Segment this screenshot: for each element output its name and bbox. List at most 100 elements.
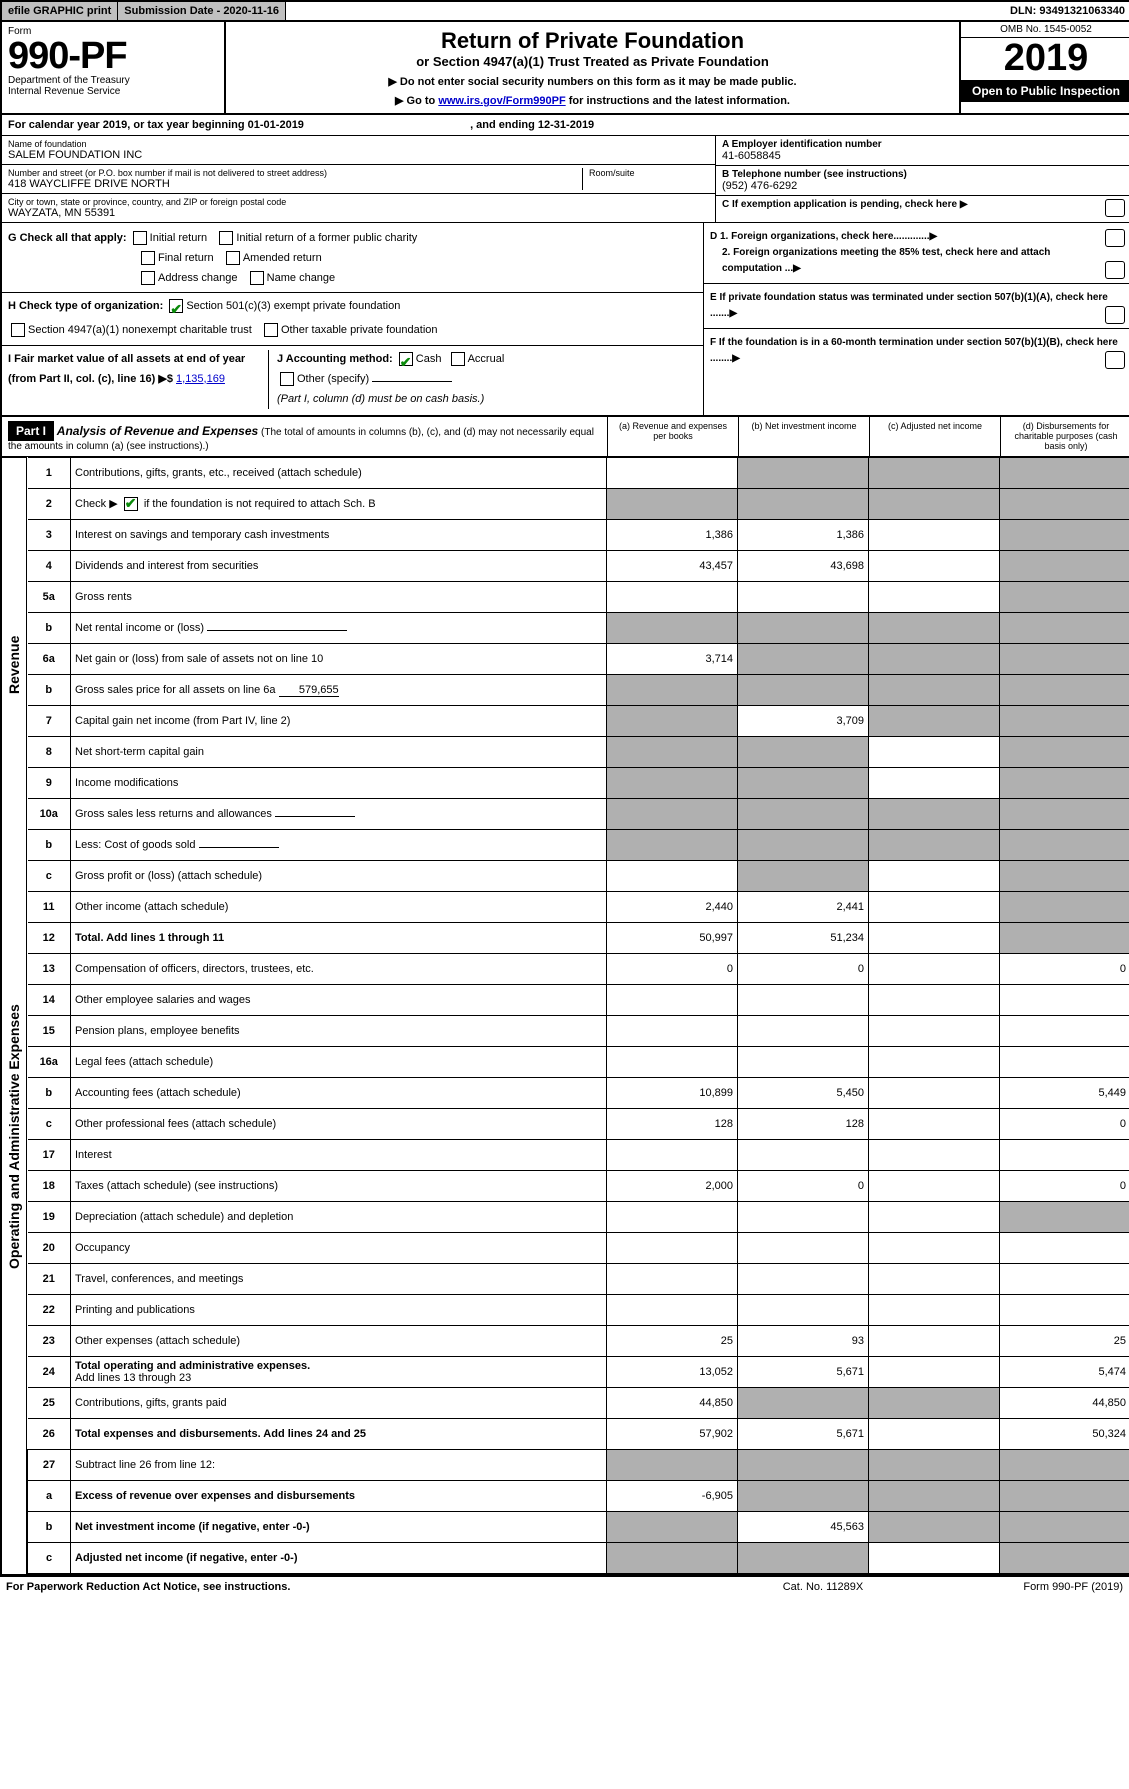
v24d: 5,474: [1000, 1357, 1129, 1388]
v18a: 2,000: [607, 1171, 738, 1202]
name-label: Name of foundation: [8, 139, 709, 149]
foundation-name: SALEM FOUNDATION INC: [8, 149, 709, 161]
v24a: 13,052: [607, 1357, 738, 1388]
initial-return-checkbox[interactable]: [133, 231, 147, 245]
col-a-head: (a) Revenue and expenses per books: [607, 417, 738, 456]
amended-checkbox[interactable]: [226, 251, 240, 265]
part1-title: Analysis of Revenue and Expenses: [57, 424, 258, 438]
line-16a: Legal fees (attach schedule): [71, 1047, 607, 1078]
address-change-checkbox[interactable]: [141, 271, 155, 285]
line-5b: Net rental income or (loss): [71, 613, 607, 644]
pending-label: C If exemption application is pending, c…: [722, 199, 957, 210]
g3-label: Final return: [158, 252, 214, 264]
schb-checkbox[interactable]: [124, 497, 138, 511]
phone-value: (952) 476-6292: [722, 180, 1125, 192]
cal-mid: , and ending: [470, 119, 538, 131]
d2-checkbox[interactable]: [1105, 261, 1125, 279]
4947-checkbox[interactable]: [11, 323, 25, 337]
year-box: OMB No. 1545-0052 2019 Open to Public In…: [959, 22, 1129, 113]
city-label: City or town, state or province, country…: [8, 197, 709, 207]
v13a: 0: [607, 954, 738, 985]
footer: For Paperwork Reduction Act Notice, see …: [0, 1576, 1129, 1597]
v12b: 51,234: [738, 923, 869, 954]
line-27: Subtract line 26 from line 12:: [71, 1450, 607, 1481]
j2-label: Accrual: [468, 353, 505, 365]
line-6a: Net gain or (loss) from sale of assets n…: [71, 644, 607, 675]
line-2: Check ▶ if the foundation is not require…: [71, 489, 607, 520]
line-18: Taxes (attach schedule) (see instruction…: [71, 1171, 607, 1202]
v16ca: 128: [607, 1109, 738, 1140]
g5-label: Address change: [158, 272, 238, 284]
line-9: Income modifications: [71, 768, 607, 799]
cash-checkbox[interactable]: [399, 352, 413, 366]
501c3-checkbox[interactable]: [169, 299, 183, 313]
ein-value: 41-6058845: [722, 150, 1125, 162]
accrual-checkbox[interactable]: [451, 352, 465, 366]
footer-mid: Cat. No. 11289X: [723, 1581, 923, 1593]
foundation-info: Name of foundation SALEM FOUNDATION INC …: [2, 136, 1129, 223]
v26d: 50,324: [1000, 1419, 1129, 1450]
v23b: 93: [738, 1326, 869, 1357]
line-3: Interest on savings and temporary cash i…: [71, 520, 607, 551]
efile-button[interactable]: efile GRAPHIC print: [2, 2, 118, 20]
open-public-label: Open to Public Inspection: [961, 80, 1129, 102]
data-table: 1Contributions, gifts, grants, etc., rec…: [27, 457, 1129, 1574]
line-19: Depreciation (attach schedule) and deple…: [71, 1202, 607, 1233]
foundation-city: WAYZATA, MN 55391: [8, 207, 709, 219]
e-checkbox[interactable]: [1105, 306, 1125, 324]
expenses-vlabel: Operating and Administrative Expenses: [2, 872, 26, 1402]
v12a: 50,997: [607, 923, 738, 954]
dept-label: Department of the Treasury: [8, 75, 218, 86]
instruction-1: ▶ Do not enter social security numbers o…: [232, 75, 953, 88]
line-15: Pension plans, employee benefits: [71, 1016, 607, 1047]
col-d-head: (d) Disbursements for charitable purpose…: [1000, 417, 1129, 456]
form-title: Return of Private Foundation: [232, 28, 953, 54]
v23d: 25: [1000, 1326, 1129, 1357]
name-change-checkbox[interactable]: [250, 271, 264, 285]
line-11: Other income (attach schedule): [71, 892, 607, 923]
d2-label: 2. Foreign organizations meeting the 85%…: [722, 247, 1050, 274]
addr-label: Number and street (or P.O. box number if…: [8, 168, 582, 178]
col-b-head: (b) Net investment income: [738, 417, 869, 456]
line-21: Travel, conferences, and meetings: [71, 1264, 607, 1295]
form-number-box: Form 990-PF Department of the Treasury I…: [2, 22, 226, 113]
omb-number: OMB No. 1545-0052: [961, 22, 1129, 38]
v26a: 57,902: [607, 1419, 738, 1450]
line-25: Contributions, gifts, grants paid: [71, 1388, 607, 1419]
line-10a: Gross sales less returns and allowances: [71, 799, 607, 830]
calendar-year-row: For calendar year 2019, or tax year begi…: [2, 115, 1129, 136]
v16bb: 5,450: [738, 1078, 869, 1109]
v4a: 43,457: [607, 551, 738, 582]
revenue-vlabel: Revenue: [2, 457, 26, 872]
g1-label: Initial return: [150, 232, 207, 244]
v6a: 3,714: [607, 644, 738, 675]
other-taxable-checkbox[interactable]: [264, 323, 278, 337]
v27aa: -6,905: [607, 1481, 738, 1512]
v23a: 25: [607, 1326, 738, 1357]
line-16c: Other professional fees (attach schedule…: [71, 1109, 607, 1140]
e-label: E If private foundation status was termi…: [710, 292, 1108, 319]
h3-label: Other taxable private foundation: [281, 324, 438, 336]
final-return-checkbox[interactable]: [141, 251, 155, 265]
other-method-checkbox[interactable]: [280, 372, 294, 386]
line-27b: Net investment income (if negative, ente…: [71, 1512, 607, 1543]
submission-date: Submission Date - 2020-11-16: [118, 2, 286, 20]
f-checkbox[interactable]: [1105, 351, 1125, 369]
v25a: 44,850: [607, 1388, 738, 1419]
inst2-pre: ▶ Go to: [395, 95, 438, 107]
form-link[interactable]: www.irs.gov/Form990PF: [438, 95, 565, 107]
f-label: F If the foundation is in a 60-month ter…: [710, 337, 1118, 364]
title-box: Return of Private Foundation or Section …: [226, 22, 959, 113]
d1-checkbox[interactable]: [1105, 229, 1125, 247]
form-number: 990-PF: [8, 37, 218, 75]
form-subtitle: or Section 4947(a)(1) Trust Treated as P…: [232, 54, 953, 69]
initial-former-checkbox[interactable]: [219, 231, 233, 245]
j1-label: Cash: [416, 353, 442, 365]
pending-checkbox[interactable]: [1105, 199, 1125, 217]
checks-section: G Check all that apply: Initial return I…: [2, 223, 1129, 416]
v16ba: 10,899: [607, 1078, 738, 1109]
g6-label: Name change: [267, 272, 336, 284]
h1-label: Section 501(c)(3) exempt private foundat…: [186, 300, 400, 312]
footer-left: For Paperwork Reduction Act Notice, see …: [6, 1581, 723, 1593]
line-24: Total operating and administrative expen…: [71, 1357, 607, 1388]
